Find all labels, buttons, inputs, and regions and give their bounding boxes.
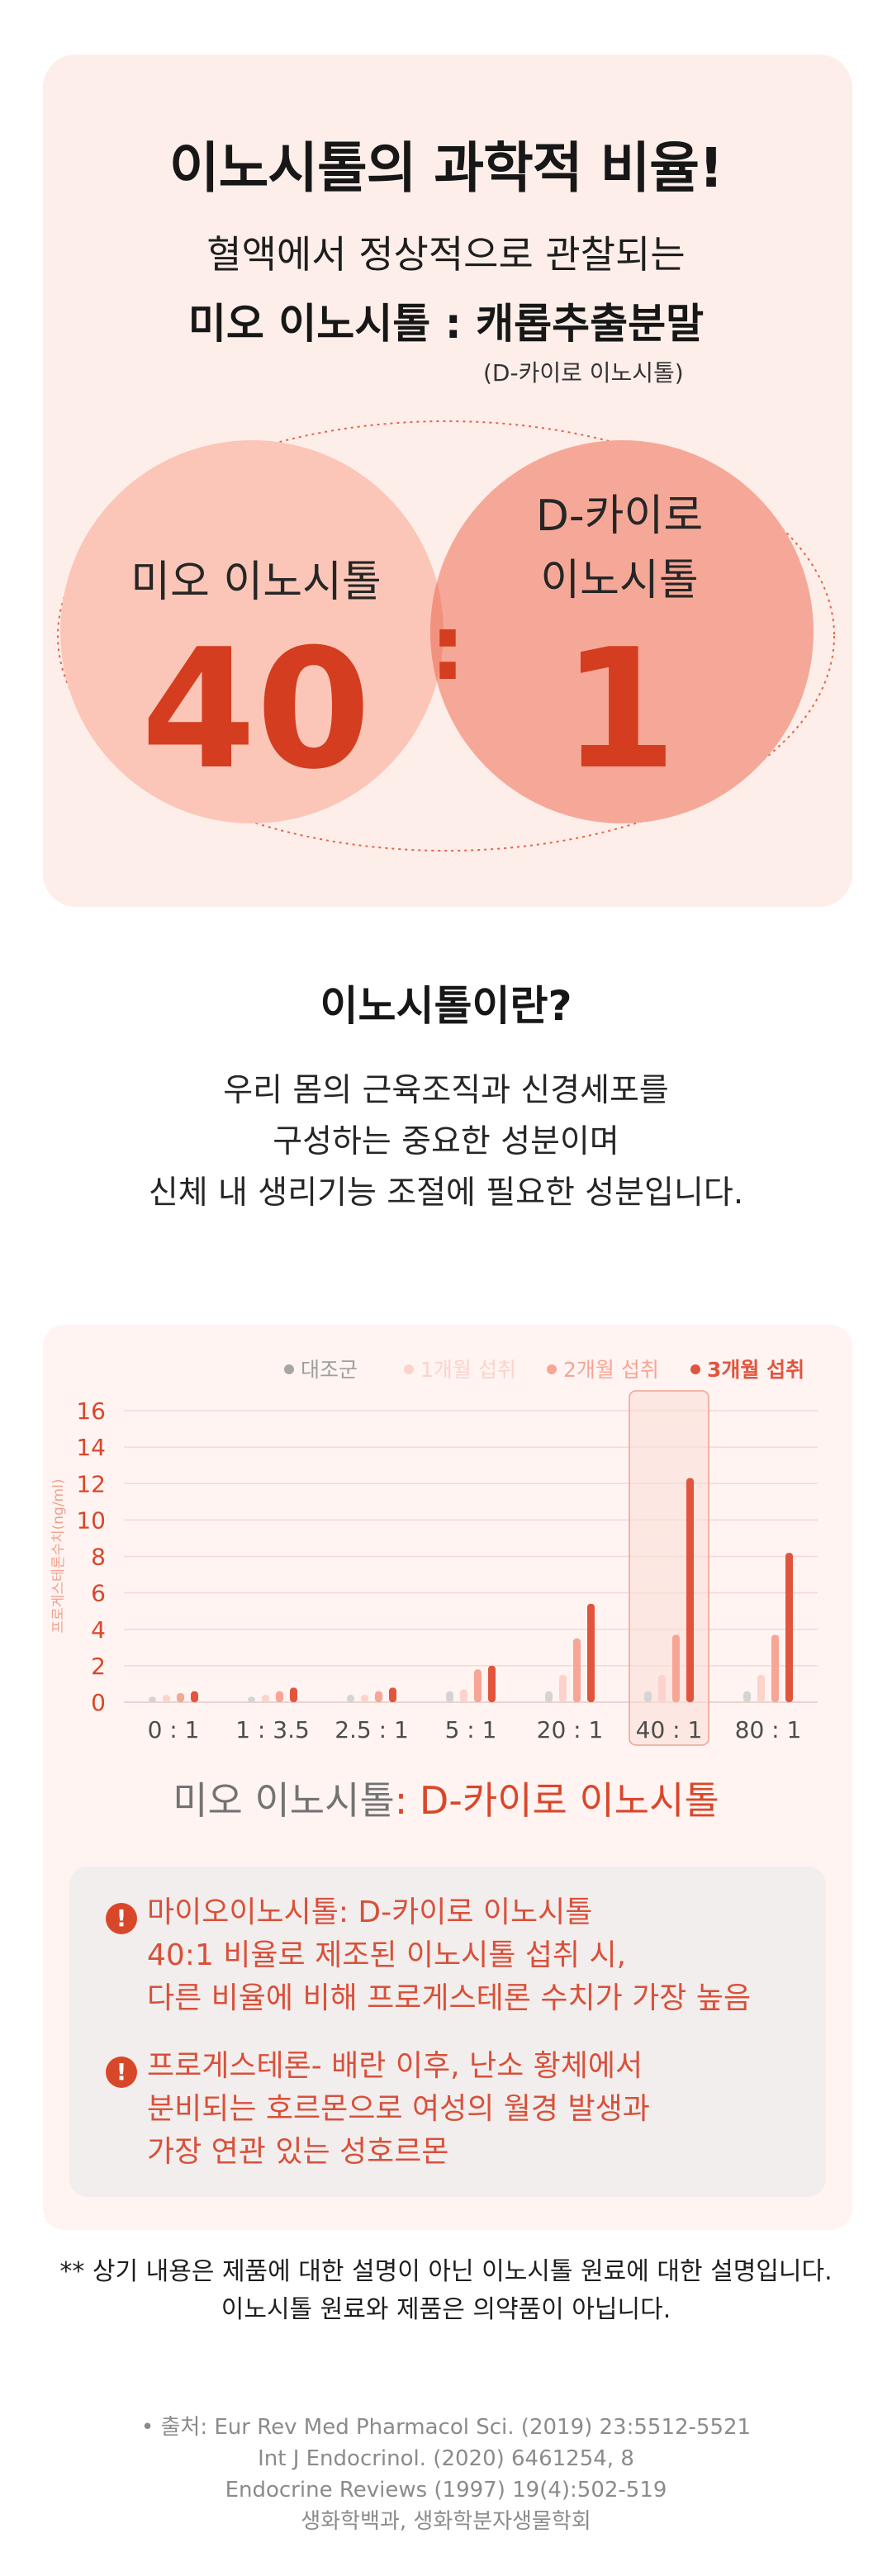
bar — [276, 1691, 283, 1702]
about-title: 이노시톨이란? — [320, 982, 572, 1030]
y-axis-label: 프로게스테론수치(ng/ml) — [50, 1479, 67, 1634]
bar — [361, 1695, 368, 1702]
bar — [743, 1691, 751, 1702]
hero-ratio-note: (D-카이로 이노시톨) — [483, 359, 684, 387]
note-line: 분비되는 호르몬으로 여성의 월경 발생과 — [147, 2092, 650, 2126]
x-tick-label: 0 : 1 — [148, 1716, 200, 1743]
hero-subtitle: 혈액에서 정상적으로 관찰되는 — [206, 232, 686, 277]
bar — [545, 1691, 553, 1702]
bar — [347, 1695, 354, 1702]
bar — [262, 1695, 269, 1702]
bar — [460, 1689, 467, 1702]
about-line: 구성하는 중요한 성분이며 — [273, 1123, 619, 1160]
legend-label: 2개월 섭취 — [563, 1358, 659, 1382]
legend-marker — [284, 1364, 294, 1374]
bar — [686, 1478, 694, 1702]
bar — [177, 1692, 184, 1702]
bar — [389, 1687, 396, 1702]
x-tick-label: 80 : 1 — [735, 1716, 802, 1743]
ratio-axis-caption: 미오 이노시톨: D-카이로 이노시톨 — [0, 1771, 892, 1825]
bar — [191, 1691, 198, 1702]
about-line: 우리 몸의 근육조직과 신경세포를 — [223, 1072, 669, 1109]
venn-overlap — [430, 581, 444, 682]
bar — [587, 1603, 595, 1702]
note-line: 40:1 비율로 제조된 이노시톨 섭취 시, — [147, 1938, 627, 1972]
warning-icon: ! — [106, 1903, 137, 1934]
venn-left-circle — [60, 440, 444, 823]
bar — [658, 1674, 666, 1702]
ratio-right-label: : D-카이로 이노시톨 — [394, 1778, 719, 1823]
bar — [149, 1696, 156, 1702]
right-circle-label-1: D-카이로 — [535, 491, 704, 541]
bar — [559, 1674, 567, 1702]
disclaimer-line: ** 상기 내용은 제품에 대한 설명이 아닌 이노시톨 원료에 대한 설명입니… — [59, 2257, 833, 2286]
y-tick-label: 12 — [76, 1470, 106, 1497]
legend-marker — [690, 1364, 700, 1374]
bar — [474, 1669, 482, 1702]
y-tick-label: 14 — [76, 1434, 106, 1461]
note-line: 가장 연관 있는 성호르몬 — [147, 2135, 449, 2169]
source-line: Endocrine Reviews (1997) 19(4):502-519 — [225, 2478, 667, 2502]
highlight-box — [629, 1390, 709, 1746]
note-line: 프로게스테론- 배란 이후, 난소 황체에서 — [147, 2049, 643, 2083]
bar — [248, 1696, 255, 1702]
source-line: 생화학백과, 생화학분자생물학회 — [301, 2509, 591, 2534]
y-tick-label: 6 — [91, 1580, 106, 1607]
y-tick-label: 4 — [91, 1616, 106, 1644]
sources: • 출처: Eur Rev Med Pharmacol Sci. (2019) … — [0, 2412, 892, 2537]
warning-icon: ! — [106, 2057, 137, 2088]
about-line: 신체 내 생리기능 조절에 필요한 성분입니다. — [148, 1174, 744, 1212]
bar — [757, 1674, 765, 1702]
hero-title: 이노시톨의 과학적 비율! — [168, 136, 724, 200]
source-line: Int J Endocrinol. (2020) 6461254, 8 — [258, 2446, 634, 2471]
legend-marker — [547, 1364, 557, 1374]
note-line: 마이오이노시톨: D-카이로 이노시톨 — [147, 1895, 593, 1929]
x-tick-label: 2.5 : 1 — [334, 1716, 409, 1743]
bar — [785, 1553, 793, 1702]
venn-diagram — [57, 420, 835, 852]
bar — [573, 1638, 581, 1702]
bar — [488, 1665, 496, 1702]
right-circle-label-2: 이노시톨 — [540, 556, 699, 605]
ratio-colon: : — [429, 595, 466, 700]
note-line: 다른 비율에 비해 프로게스테론 수치가 가장 높음 — [147, 1981, 752, 2015]
bar — [771, 1634, 779, 1702]
note-2: 프로게스테론- 배란 이후, 난소 황체에서 분비되는 호르몬으로 여성의 월경… — [147, 2045, 650, 2174]
about-text: 우리 몸의 근육조직과 신경세포를 구성하는 중요한 성분이며 신체 내 생리기… — [0, 1065, 892, 1219]
bar — [163, 1695, 170, 1702]
bar — [290, 1687, 297, 1702]
legend-marker — [404, 1364, 414, 1374]
bar — [644, 1691, 652, 1702]
y-tick-label: 16 — [76, 1397, 106, 1425]
hero-ratio-caption: 미오 이노시톨 : 캐롭추출분말 — [187, 300, 705, 348]
venn-outline — [57, 420, 835, 852]
left-ratio-value: 40 — [140, 614, 372, 806]
bar — [446, 1691, 453, 1702]
y-tick-label: 0 — [91, 1689, 106, 1716]
ratio-left-label: 미오 이노시톨 — [173, 1778, 395, 1823]
y-tick-label: 2 — [91, 1653, 106, 1680]
note-1: 마이오이노시톨: D-카이로 이노시톨 40:1 비율로 제조된 이노시톨 섭취… — [147, 1891, 751, 2020]
legend-label: 3개월 섭취 — [707, 1358, 804, 1382]
x-tick-label: 40 : 1 — [636, 1716, 703, 1743]
legend-label: 1개월 섭취 — [420, 1358, 516, 1382]
y-tick-label: 10 — [76, 1506, 106, 1534]
right-ratio-value: 1 — [562, 614, 677, 806]
y-tick-label: 8 — [91, 1544, 106, 1571]
x-tick-label: 20 : 1 — [537, 1716, 604, 1743]
progesterone-bar-chart: 0 2 4 6 8 10 12 14 16 프로게스테론수치(ng/ml) 0 : 1 1 : 3.5… — [50, 1358, 818, 1746]
disclaimer-line: 이노시톨 원료와 제품은 의약품이 아닙니다. — [221, 2295, 671, 2324]
legend-label: 대조군 — [301, 1358, 358, 1382]
left-circle-label: 미오 이노시톨 — [130, 557, 382, 607]
bar — [375, 1691, 382, 1702]
note-box — [69, 1867, 826, 2197]
bar — [672, 1634, 680, 1702]
disclaimer: ** 상기 내용은 제품에 대한 설명이 아닌 이노시톨 원료에 대한 설명입니… — [0, 2253, 892, 2329]
source-line: • 출처: Eur Rev Med Pharmacol Sci. (2019) … — [140, 2415, 752, 2440]
venn-right-circle — [430, 440, 814, 823]
x-tick-label: 1 : 3.5 — [235, 1716, 310, 1743]
x-tick-label: 5 : 1 — [445, 1716, 497, 1743]
